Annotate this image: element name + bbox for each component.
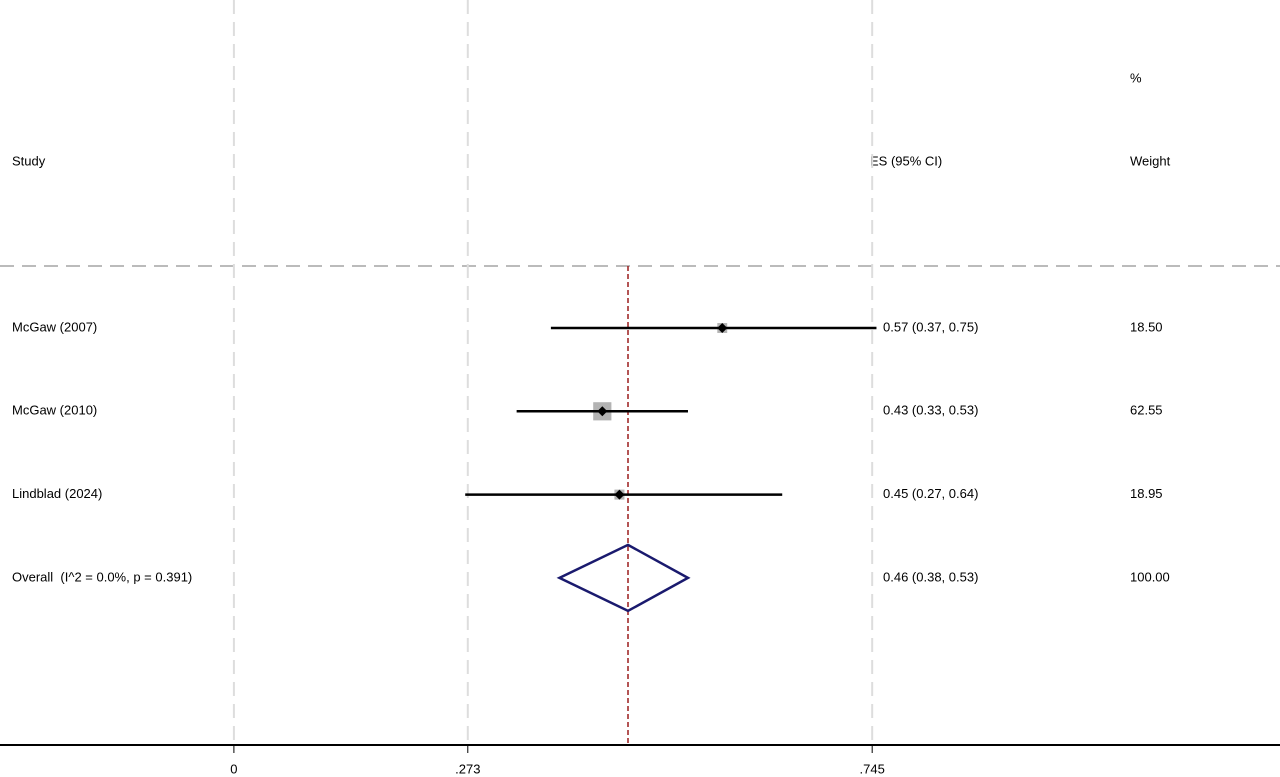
- es-header: ES (95% CI): [870, 153, 942, 168]
- weight-label: 18.50: [1130, 319, 1163, 334]
- study-header: Study: [12, 153, 46, 168]
- study-label: Lindblad (2024): [12, 486, 102, 501]
- weight-label: 62.55: [1130, 403, 1163, 418]
- overall-diamond: [556, 543, 691, 613]
- weight-label: 18.95: [1130, 486, 1163, 501]
- overall-es-label: 0.46 (0.38, 0.53): [883, 569, 978, 584]
- es-label: 0.57 (0.37, 0.75): [883, 319, 978, 334]
- overall-weight-label: 100.00: [1130, 569, 1170, 584]
- point-estimate: [597, 406, 608, 417]
- study-label: McGaw (2007): [12, 319, 97, 334]
- study-label: McGaw (2010): [12, 403, 97, 418]
- weight-header-top: %: [1130, 70, 1142, 85]
- x-tick-label: 0: [230, 761, 237, 776]
- point-estimate: [614, 489, 625, 500]
- overall-label: Overall (I^2 = 0.0%, p = 0.391): [12, 569, 192, 584]
- x-tick-label: .745: [860, 761, 885, 776]
- es-label: 0.43 (0.33, 0.53): [883, 403, 978, 418]
- x-tick-label: .273: [455, 761, 480, 776]
- weight-header: Weight: [1130, 153, 1171, 168]
- es-label: 0.45 (0.27, 0.64): [883, 486, 978, 501]
- point-estimate: [717, 323, 728, 333]
